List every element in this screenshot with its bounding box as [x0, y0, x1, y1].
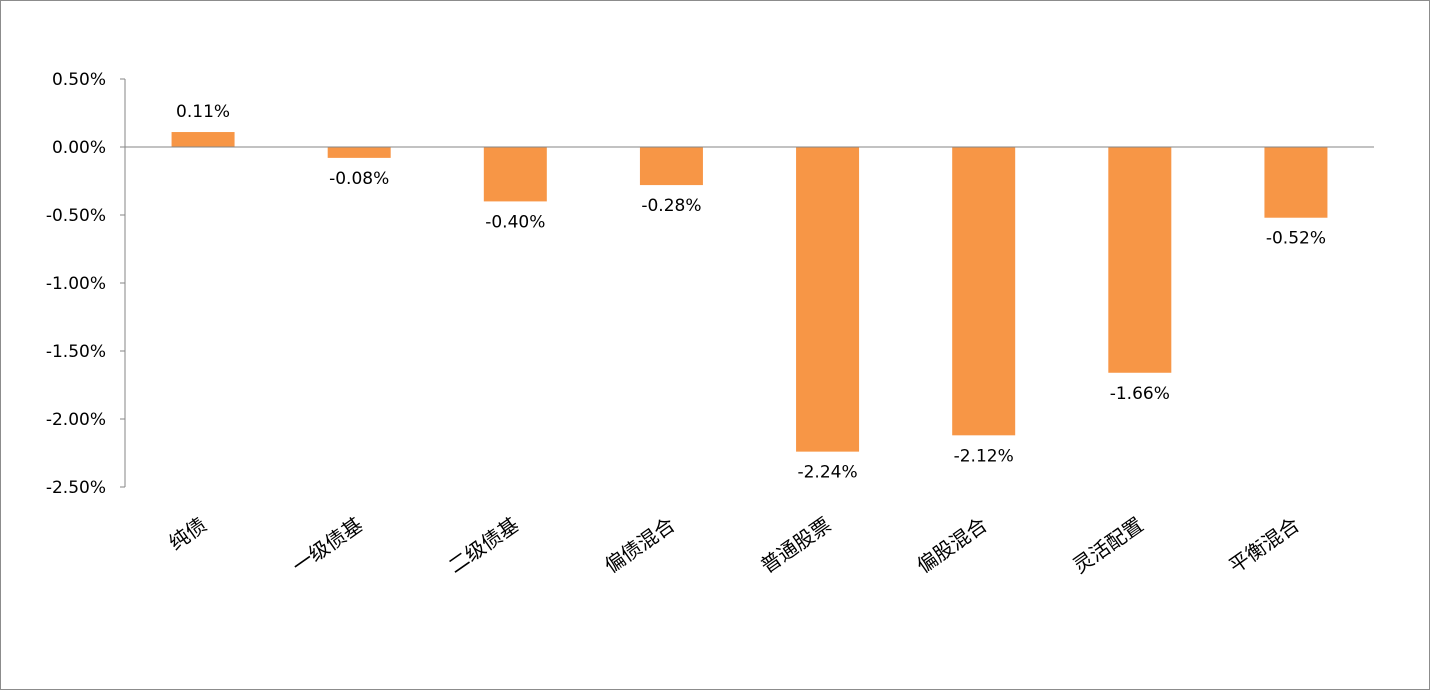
bar: [1108, 147, 1172, 373]
data-label: -1.66%: [1110, 384, 1170, 404]
x-category-label: 二级债基: [444, 512, 523, 578]
y-tick-label: -0.50%: [46, 206, 106, 226]
bar: [796, 147, 860, 452]
y-tick-label: -2.50%: [46, 478, 106, 498]
y-tick-label: -1.50%: [46, 342, 106, 362]
data-label: -2.12%: [954, 446, 1014, 466]
x-category-label: 一级债基: [288, 512, 367, 578]
x-category-label: 平衡混合: [1225, 512, 1304, 578]
bar: [639, 147, 703, 186]
y-tick-label: 0.00%: [52, 138, 106, 158]
data-label: 0.11%: [176, 102, 230, 122]
data-label: -0.28%: [641, 196, 701, 216]
x-category-label: 偏债混合: [600, 512, 679, 578]
bar: [327, 147, 391, 158]
data-label: -0.08%: [329, 169, 389, 189]
x-category-label: 纯债: [164, 512, 211, 555]
bar: [952, 147, 1016, 436]
bar: [483, 147, 547, 202]
data-label: -0.40%: [485, 212, 545, 232]
y-tick-label: -1.00%: [46, 274, 106, 294]
data-label: -2.24%: [797, 463, 857, 483]
y-tick-label: 0.50%: [52, 70, 106, 90]
data-label: -0.52%: [1266, 229, 1326, 249]
bar: [171, 132, 235, 147]
bar: [1264, 147, 1328, 218]
y-tick-label: -2.00%: [46, 410, 106, 430]
x-category-label: 普通股票: [756, 512, 835, 578]
x-category-label: 灵活配置: [1068, 512, 1147, 578]
x-category-label: 偏股混合: [912, 512, 991, 578]
